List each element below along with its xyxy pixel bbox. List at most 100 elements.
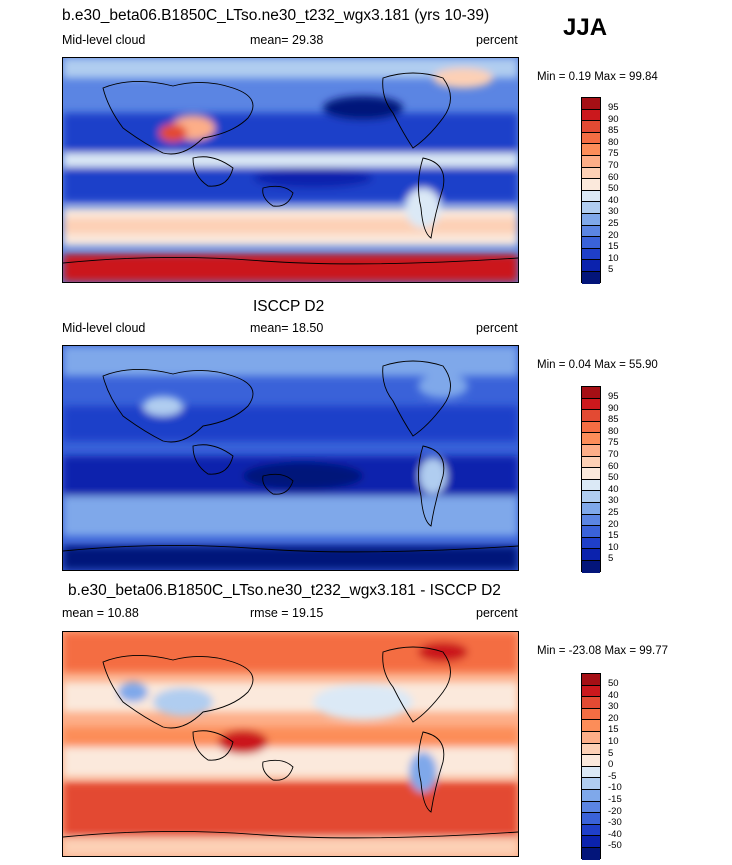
colorbar-cell <box>582 502 600 515</box>
panel-obs-colorbar <box>581 386 601 573</box>
colorbar-cell <box>582 237 600 249</box>
colorbar-cell <box>582 398 600 411</box>
colorbar-tick-label: 75 <box>608 148 619 159</box>
colorbar-tick-label: 60 <box>608 172 619 183</box>
colorbar-cell <box>582 468 600 480</box>
colorbar-cell <box>582 421 600 434</box>
colorbar-cell <box>582 98 600 110</box>
colorbar-tick-label: 70 <box>608 449 619 460</box>
colorbar-cell <box>582 801 600 814</box>
colorbar-cell <box>582 271 600 284</box>
colorbar-cell <box>582 778 600 790</box>
panel-diff-colorbar <box>581 673 601 860</box>
panel-model-minmax: Min = 0.19 Max = 99.84 <box>537 71 658 83</box>
colorbar-tick-label: 30 <box>608 701 619 712</box>
colorbar-tick-label: 30 <box>608 495 619 506</box>
colorbar-cell <box>582 456 600 469</box>
panel-diff-minmax: Min = -23.08 Max = 99.77 <box>537 645 669 657</box>
panel-diff-units-label: percent <box>476 606 518 620</box>
colorbar-cell <box>582 387 600 399</box>
colorbar-cell <box>582 190 600 203</box>
colorbar-tick-label: 90 <box>608 403 619 414</box>
colorbar-cell <box>582 514 600 527</box>
colorbar-tick-label: 25 <box>608 218 619 229</box>
colorbar-cell <box>582 248 600 261</box>
colorbar-tick-label: 50 <box>608 183 619 194</box>
panel-model-units-label: percent <box>476 33 518 47</box>
colorbar-tick-label: 5 <box>608 264 614 275</box>
colorbar-tick-label: -50 <box>608 840 622 851</box>
panel-model-title: b.e30_beta06.B1850C_LTso.ne30_t232_wgx3.… <box>62 7 490 24</box>
colorbar-tick-label: 80 <box>608 137 619 148</box>
colorbar-cell <box>582 479 600 492</box>
colorbar-tick-label: 70 <box>608 160 619 171</box>
colorbar-tick-label: 85 <box>608 125 619 136</box>
colorbar-cell <box>582 697 600 709</box>
colorbar-tick-label: 0 <box>608 759 614 770</box>
panel-model-colorbar <box>581 97 601 284</box>
panel-obs-mean-label: mean= 18.50 <box>250 321 324 335</box>
colorbar-cell <box>582 708 600 721</box>
colorbar-cell <box>582 685 600 698</box>
colorbar-cell <box>582 755 600 767</box>
colorbar-tick-label: -15 <box>608 794 622 805</box>
colorbar-cell <box>582 225 600 238</box>
colorbar-cell <box>582 144 600 156</box>
colorbar-cell <box>582 526 600 538</box>
colorbar-tick-label: 20 <box>608 230 619 241</box>
colorbar-cell <box>582 549 600 561</box>
colorbar-tick-label: 75 <box>608 437 619 448</box>
colorbar-tick-label: -5 <box>608 771 617 782</box>
colorbar-cell <box>582 121 600 133</box>
colorbar-tick-label: 5 <box>608 553 614 564</box>
colorbar-cell <box>582 491 600 503</box>
colorbar-tick-label: -10 <box>608 782 622 793</box>
colorbar-tick-label: 80 <box>608 426 619 437</box>
colorbar-tick-label: 15 <box>608 530 619 541</box>
colorbar-tick-label: 15 <box>608 241 619 252</box>
colorbar-tick-label: 50 <box>608 472 619 483</box>
colorbar-tick-label: -30 <box>608 817 622 828</box>
colorbar-tick-label: -20 <box>608 806 622 817</box>
colorbar-cell <box>582 824 600 837</box>
colorbar-tick-label: 85 <box>608 414 619 425</box>
colorbar-cell <box>582 213 600 226</box>
panel-obs-field <box>63 346 518 570</box>
season-label: JJA <box>563 14 608 41</box>
colorbar-tick-label: 40 <box>608 484 619 495</box>
colorbar-cell <box>582 836 600 848</box>
colorbar-tick-label: -40 <box>608 829 622 840</box>
colorbar-cell <box>582 813 600 825</box>
colorbar-tick-label: 5 <box>608 748 614 759</box>
colorbar-tick-label: 50 <box>608 678 619 689</box>
colorbar-cell <box>582 109 600 122</box>
colorbar-cell <box>582 260 600 272</box>
panel-obs-minmax: Min = 0.04 Max = 55.90 <box>537 359 658 371</box>
colorbar-tick-label: 95 <box>608 391 619 402</box>
colorbar-cell <box>582 766 600 779</box>
colorbar-tick-label: 60 <box>608 461 619 472</box>
colorbar-cell <box>582 202 600 214</box>
colorbar-tick-label: 30 <box>608 206 619 217</box>
colorbar-cell <box>582 789 600 802</box>
colorbar-cell <box>582 537 600 550</box>
colorbar-tick-label: 15 <box>608 724 619 735</box>
colorbar-cell <box>582 155 600 168</box>
colorbar-cell <box>582 743 600 756</box>
colorbar-cell <box>582 847 600 860</box>
colorbar-tick-label: 95 <box>608 102 619 113</box>
colorbar-cell <box>582 132 600 145</box>
colorbar-cell <box>582 731 600 744</box>
colorbar-tick-label: 10 <box>608 253 619 264</box>
panel-diff-field <box>63 632 518 856</box>
colorbar-tick-label: 25 <box>608 507 619 518</box>
colorbar-cell <box>582 179 600 191</box>
colorbar-tick-label: 10 <box>608 542 619 553</box>
colorbar-tick-label: 40 <box>608 195 619 206</box>
panel-model-map <box>62 57 519 283</box>
panel-model-mean-label: mean= 29.38 <box>250 33 324 47</box>
colorbar-tick-label: 10 <box>608 736 619 747</box>
panel-obs-map <box>62 345 519 571</box>
colorbar-cell <box>582 167 600 180</box>
panel-model-variable-label: Mid-level cloud <box>62 33 146 47</box>
